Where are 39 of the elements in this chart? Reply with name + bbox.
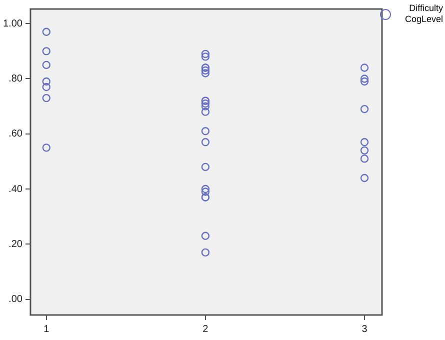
point [42,47,50,56]
point [201,248,210,257]
y-tick-label: .60 [8,128,23,140]
point [201,162,210,172]
point [360,64,369,72]
point [201,188,210,196]
point [201,138,210,146]
point [360,146,369,155]
point [201,52,210,61]
point [360,174,369,182]
y-tick-label: .40 [8,184,23,195]
point [42,82,50,92]
point [201,66,210,75]
y-tick-label: .20 [8,238,23,250]
x-tick-label: 1 [44,324,50,335]
point [201,102,210,110]
point [201,184,210,194]
point [201,69,210,78]
point [360,104,369,114]
y-tick-label: .00 [8,294,23,306]
point [201,127,210,136]
point [42,77,50,86]
y-tick-label: .80 [8,73,23,84]
point [360,74,369,83]
point [42,60,50,70]
point [201,50,210,58]
point [201,108,210,116]
point [201,232,210,240]
point [201,99,210,108]
point [360,77,369,86]
point [360,154,369,163]
x-tick-label: 3 [362,324,368,335]
point [42,94,50,102]
x-tick-label: 2 [202,324,209,335]
y-tick-label: 1.00 [2,18,23,30]
point [42,28,50,36]
point [360,138,369,146]
point [42,144,50,152]
legend-label: Difficulty CogLevel [404,3,443,25]
